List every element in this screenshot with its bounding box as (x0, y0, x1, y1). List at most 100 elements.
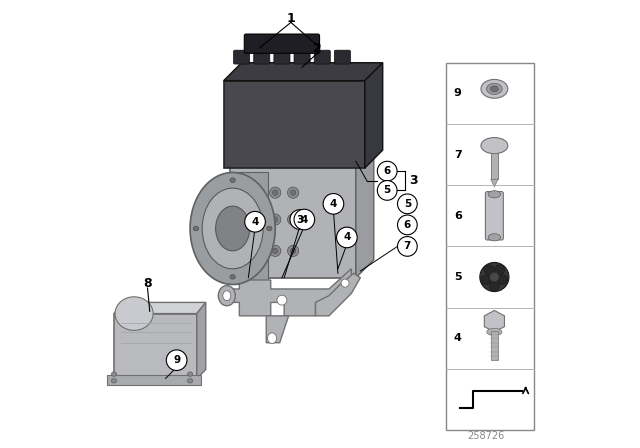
Ellipse shape (490, 272, 499, 282)
Text: 258726: 258726 (467, 431, 504, 441)
Polygon shape (365, 63, 383, 168)
Text: 4: 4 (454, 333, 461, 343)
Circle shape (397, 215, 417, 235)
Text: 3: 3 (410, 174, 418, 188)
Circle shape (290, 210, 310, 229)
Ellipse shape (481, 138, 508, 154)
Text: 4: 4 (330, 199, 337, 209)
FancyBboxPatch shape (491, 153, 498, 179)
Ellipse shape (216, 206, 250, 251)
Ellipse shape (481, 79, 508, 98)
Polygon shape (266, 316, 289, 343)
Ellipse shape (115, 297, 153, 331)
Circle shape (294, 209, 315, 230)
Ellipse shape (273, 248, 278, 254)
Ellipse shape (188, 379, 193, 383)
Ellipse shape (341, 279, 349, 287)
Text: 6: 6 (404, 220, 411, 230)
FancyBboxPatch shape (232, 172, 269, 284)
FancyBboxPatch shape (492, 331, 497, 360)
Ellipse shape (252, 187, 263, 198)
Ellipse shape (490, 281, 499, 291)
FancyBboxPatch shape (234, 50, 250, 64)
Text: 2: 2 (314, 42, 322, 55)
Ellipse shape (287, 246, 299, 256)
Ellipse shape (488, 234, 500, 241)
Text: 8: 8 (143, 276, 152, 290)
Ellipse shape (267, 226, 272, 231)
Text: 3: 3 (296, 215, 303, 224)
FancyBboxPatch shape (230, 152, 356, 278)
Ellipse shape (487, 328, 502, 336)
Ellipse shape (111, 372, 116, 376)
FancyBboxPatch shape (107, 375, 201, 385)
Ellipse shape (291, 190, 296, 195)
Text: 6: 6 (454, 211, 461, 221)
Ellipse shape (498, 275, 508, 285)
Circle shape (378, 181, 397, 200)
Polygon shape (196, 302, 205, 379)
Ellipse shape (490, 86, 499, 92)
Ellipse shape (269, 187, 281, 198)
Text: 9: 9 (173, 355, 180, 365)
Ellipse shape (218, 286, 236, 306)
Circle shape (166, 350, 187, 370)
Ellipse shape (484, 265, 494, 275)
FancyBboxPatch shape (253, 50, 270, 64)
Text: 7: 7 (454, 150, 461, 159)
Ellipse shape (190, 172, 275, 284)
Ellipse shape (287, 187, 299, 198)
Polygon shape (491, 179, 498, 187)
Circle shape (378, 161, 397, 181)
Ellipse shape (291, 217, 296, 222)
Ellipse shape (291, 248, 296, 254)
Circle shape (244, 211, 266, 232)
Text: 4: 4 (343, 233, 351, 242)
Text: 4: 4 (301, 215, 308, 224)
FancyBboxPatch shape (244, 34, 319, 53)
Circle shape (337, 227, 357, 248)
FancyBboxPatch shape (485, 192, 503, 240)
FancyBboxPatch shape (274, 50, 290, 64)
Ellipse shape (193, 226, 198, 231)
Ellipse shape (111, 379, 116, 383)
Text: 7: 7 (404, 241, 411, 251)
Ellipse shape (230, 275, 236, 279)
Ellipse shape (255, 217, 260, 222)
Text: 5: 5 (454, 272, 461, 282)
Ellipse shape (269, 214, 281, 225)
Polygon shape (484, 310, 504, 332)
Ellipse shape (230, 178, 236, 182)
Ellipse shape (268, 333, 276, 344)
Ellipse shape (277, 295, 287, 305)
Polygon shape (223, 63, 383, 81)
Ellipse shape (273, 217, 278, 222)
Ellipse shape (480, 263, 509, 292)
FancyBboxPatch shape (314, 50, 330, 64)
FancyBboxPatch shape (294, 50, 310, 64)
Ellipse shape (255, 190, 260, 195)
Polygon shape (114, 302, 205, 314)
Ellipse shape (488, 191, 500, 198)
Ellipse shape (273, 190, 278, 195)
Circle shape (397, 237, 417, 256)
Circle shape (323, 194, 344, 214)
Ellipse shape (202, 188, 263, 269)
Ellipse shape (287, 214, 299, 225)
Text: 5: 5 (383, 185, 391, 195)
FancyBboxPatch shape (223, 81, 365, 168)
FancyBboxPatch shape (114, 314, 196, 379)
Polygon shape (316, 273, 360, 316)
Polygon shape (230, 269, 351, 316)
Text: 4: 4 (252, 217, 259, 227)
Polygon shape (356, 134, 374, 278)
FancyBboxPatch shape (446, 63, 534, 430)
Ellipse shape (269, 246, 281, 256)
Ellipse shape (188, 372, 193, 376)
Text: 9: 9 (454, 88, 461, 98)
Text: 6: 6 (383, 166, 391, 176)
Circle shape (397, 194, 417, 214)
Ellipse shape (481, 275, 491, 285)
Polygon shape (230, 134, 374, 152)
FancyBboxPatch shape (334, 50, 351, 64)
